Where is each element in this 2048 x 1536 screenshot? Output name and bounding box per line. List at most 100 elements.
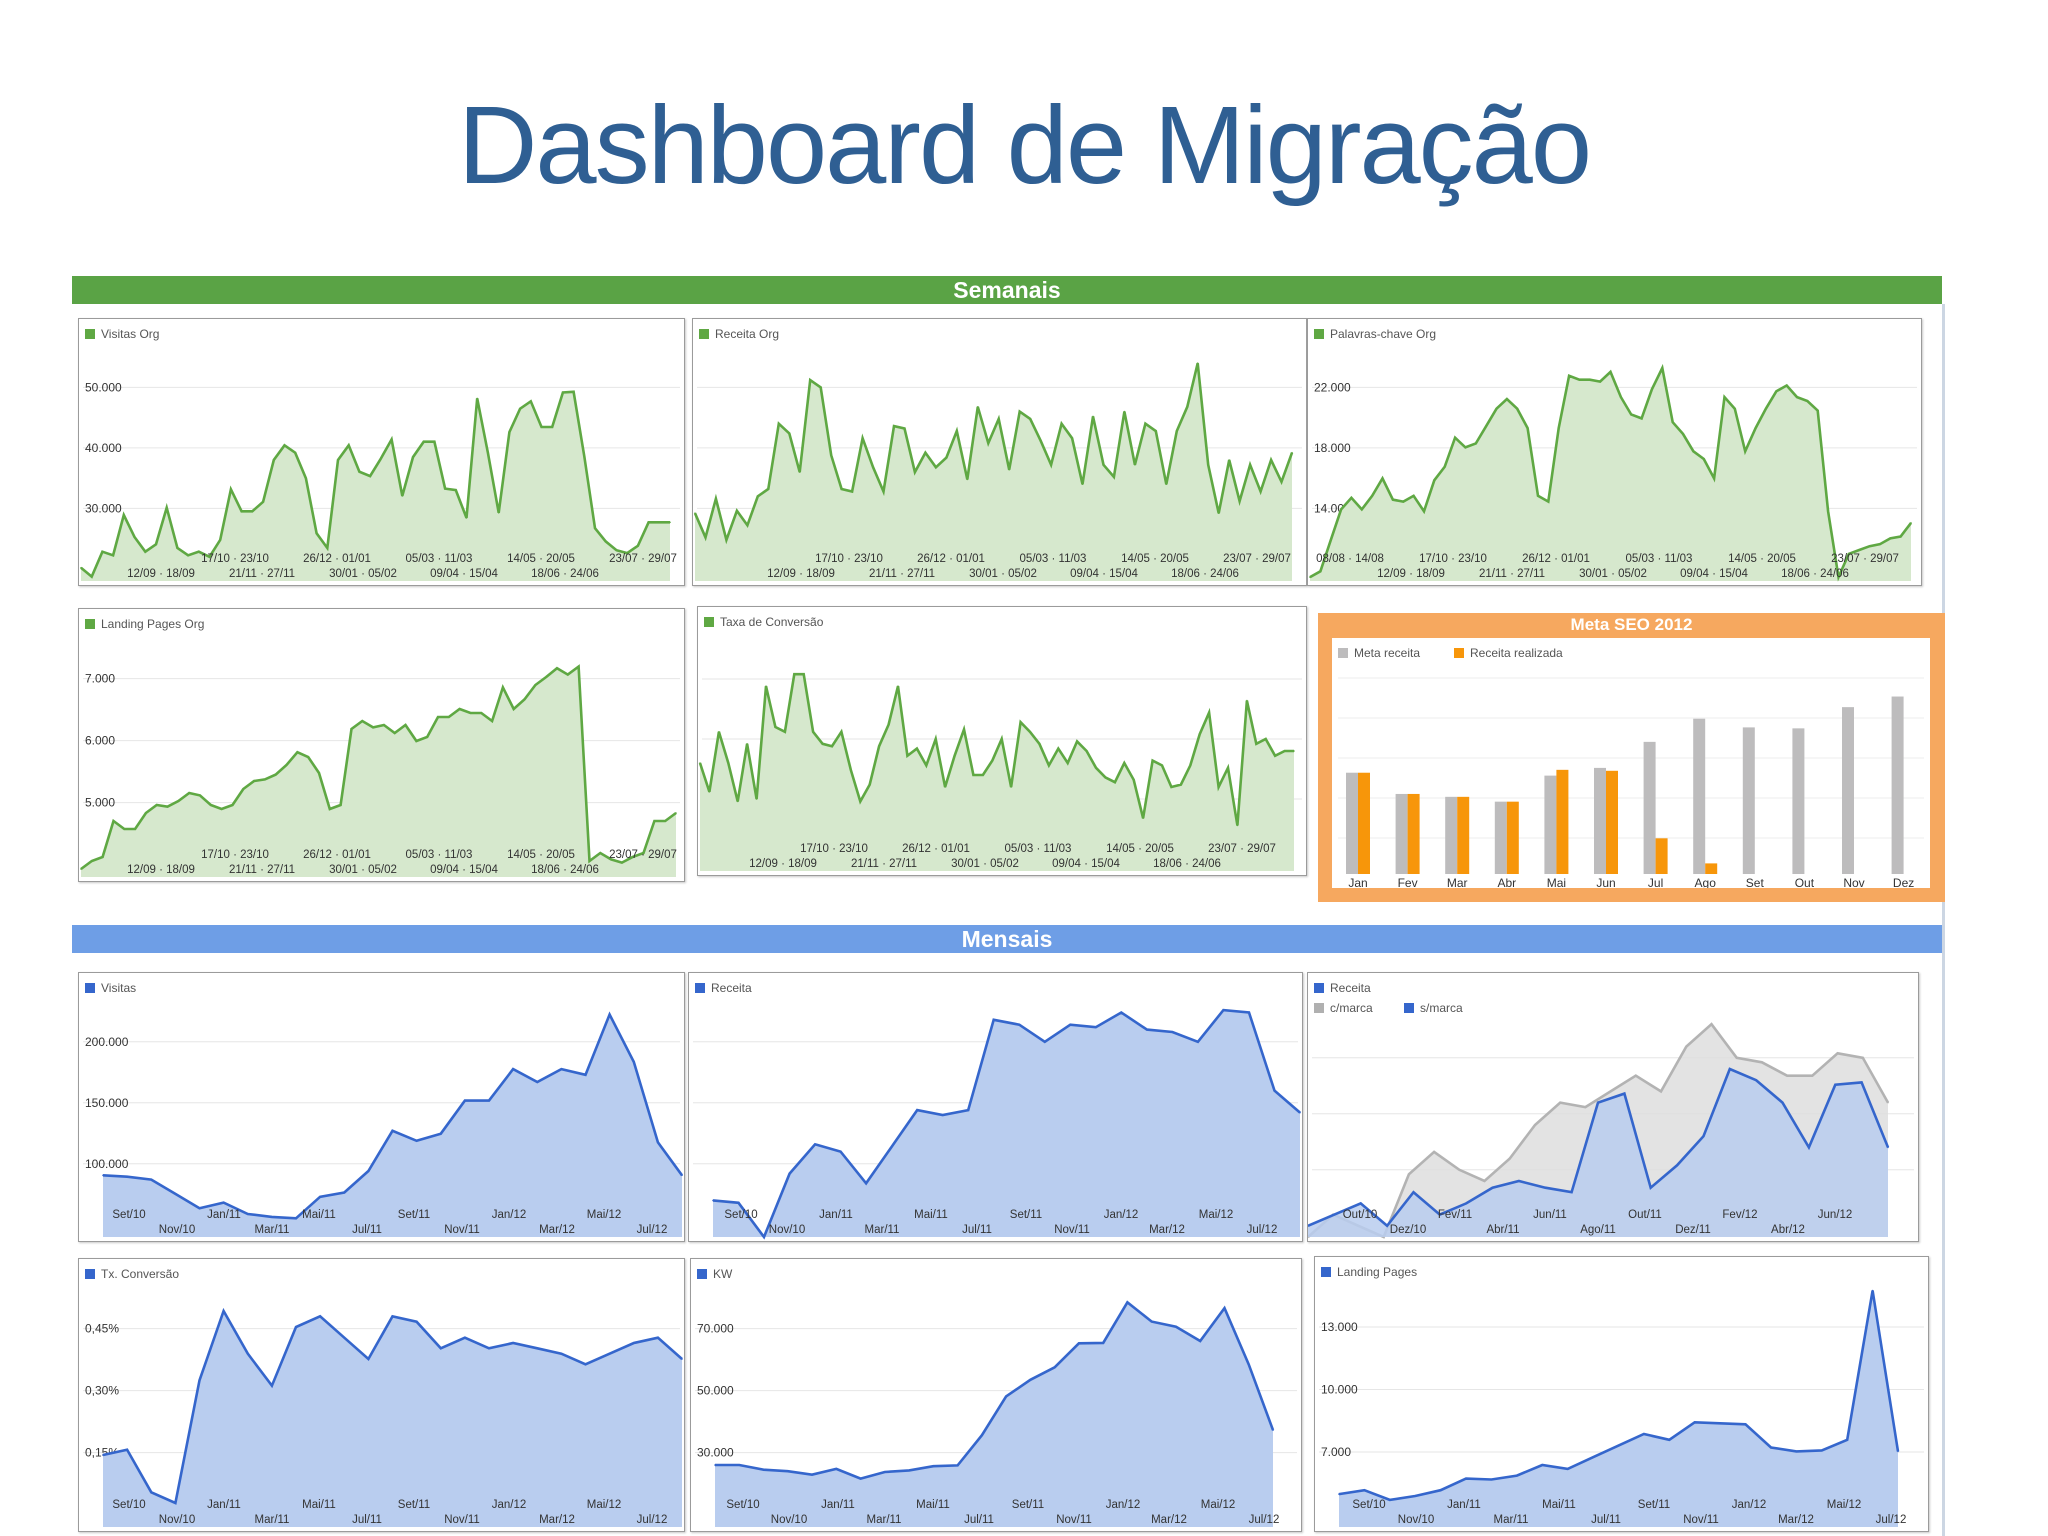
series-area <box>1310 368 1911 581</box>
legend-swatch <box>695 983 705 993</box>
bar-meta <box>1395 793 1408 874</box>
x-tick-label: Set/10 <box>726 1499 759 1511</box>
data-point <box>1754 427 1757 429</box>
data-point <box>1227 767 1229 769</box>
data-point <box>831 745 833 747</box>
data-point <box>464 1336 466 1339</box>
data-point <box>123 828 126 830</box>
data-point <box>285 764 288 766</box>
data-point <box>343 1336 346 1339</box>
data-point <box>1371 495 1373 497</box>
x-tick-label: Jul/11 <box>352 1224 382 1236</box>
x-tick-label: Abr/12 <box>1771 1224 1805 1236</box>
bar-meta <box>1346 772 1358 874</box>
data-point <box>1018 1023 1021 1026</box>
data-point <box>633 1061 635 1063</box>
chart-svg: Landing Pages 13.000 10.000 7.000 Set/10 Jan/… <box>1319 1265 1924 1527</box>
data-point <box>850 769 852 771</box>
data-point <box>1180 783 1182 786</box>
data-point <box>793 673 796 675</box>
data-point <box>708 791 711 793</box>
legend-label: Visitas <box>101 981 136 995</box>
data-point <box>647 521 650 524</box>
data-point <box>1676 1164 1678 1167</box>
legend-swatch <box>1314 983 1324 993</box>
data-point <box>271 1216 273 1218</box>
data-point <box>1887 1146 1889 1149</box>
data-point <box>925 764 928 767</box>
x-tick-label: 12/09 · 18/09 <box>767 568 835 580</box>
data-point <box>977 406 979 408</box>
bar-realizada <box>1606 770 1618 874</box>
data-point <box>1458 1169 1461 1171</box>
x-tick-label: Nov/10 <box>1398 1514 1434 1526</box>
x-tick-label: 05/03 · 11/03 <box>406 553 473 565</box>
x-tick-label: Nov/11 <box>1683 1514 1719 1526</box>
x-tick-label: Jul/12 <box>637 1514 668 1526</box>
legend-label: c/marca <box>1330 1001 1373 1015</box>
data-point <box>1592 1456 1594 1458</box>
bar-meta <box>1494 801 1507 874</box>
series-area <box>1308 1069 1888 1237</box>
data-point <box>391 1130 394 1132</box>
x-tick-label: Dez/11 <box>1675 1224 1711 1236</box>
chart-landing-pages-org: Landing Pages Org 7.000 6.000 5.000 17/10 · … <box>78 608 685 882</box>
data-point <box>594 527 596 529</box>
data-point <box>1050 464 1052 466</box>
x-tick-label: 26/12 · 01/01 <box>303 849 371 861</box>
bar-meta <box>1643 741 1656 874</box>
data-point <box>967 1109 969 1111</box>
x-tick-label: 23/07 · 29/07 <box>1831 553 1899 565</box>
chart-palavras-chave-org: Palavras-chave Org 22.000 18.000 14.000 08/0… <box>1307 318 1922 586</box>
data-point <box>222 1201 225 1204</box>
data-point <box>1236 824 1239 827</box>
data-point <box>1146 1028 1148 1031</box>
data-point <box>944 786 946 788</box>
legend-swatch <box>1321 1267 1331 1277</box>
data-point <box>1643 1433 1645 1435</box>
data-point <box>788 432 791 435</box>
bar-realizada <box>1705 863 1718 874</box>
x-tick-label: Mai/11 <box>1542 1499 1576 1511</box>
data-point <box>556 667 558 669</box>
x-tick-label: 18/06 · 24/06 <box>531 568 599 580</box>
data-point <box>1490 1478 1493 1481</box>
legend-label: Receita <box>711 981 752 995</box>
chart-receita-org: Receita Org 17/10 · 23/10 26/12 · 01/01 05/… <box>692 318 1307 586</box>
data-point <box>1537 495 1539 497</box>
data-point <box>704 536 707 539</box>
data-point <box>1048 764 1050 767</box>
x-tick-label: Nov/11 <box>444 1514 480 1526</box>
data-point <box>383 724 385 726</box>
bar-meta <box>1742 727 1755 874</box>
data-point <box>1508 1157 1511 1160</box>
data-point <box>491 720 493 722</box>
data-point <box>230 488 232 491</box>
x-tick-label: 17/10 · 23/10 <box>800 843 868 855</box>
data-point <box>1038 743 1041 745</box>
data-point <box>1836 1052 1839 1055</box>
data-point <box>1786 1074 1788 1077</box>
data-point <box>1176 430 1178 432</box>
data-point <box>1465 1202 1467 1205</box>
data-point <box>274 773 277 776</box>
data-point <box>1008 468 1010 471</box>
x-tick-label: Jul/11 <box>1591 1514 1621 1526</box>
data-point <box>1827 510 1829 513</box>
data-point <box>1095 767 1097 769</box>
x-tick-label: Set/11 <box>1012 1499 1044 1511</box>
x-tick-label: 18/06 · 24/06 <box>1781 568 1849 580</box>
data-point <box>765 685 767 687</box>
data-point <box>991 759 994 762</box>
data-point <box>512 1342 514 1344</box>
data-point <box>981 1434 983 1436</box>
data-point <box>1485 425 1487 427</box>
data-point <box>433 440 436 443</box>
x-tick-label: Jul/12 <box>1249 1514 1280 1526</box>
data-point <box>1102 464 1105 466</box>
x-tick-label: 08/08 · 14/08 <box>1316 553 1384 565</box>
y-tick-label: 30.000 <box>697 1446 734 1460</box>
data-point <box>1526 427 1529 429</box>
data-point <box>296 751 299 753</box>
data-point <box>1660 1090 1662 1093</box>
